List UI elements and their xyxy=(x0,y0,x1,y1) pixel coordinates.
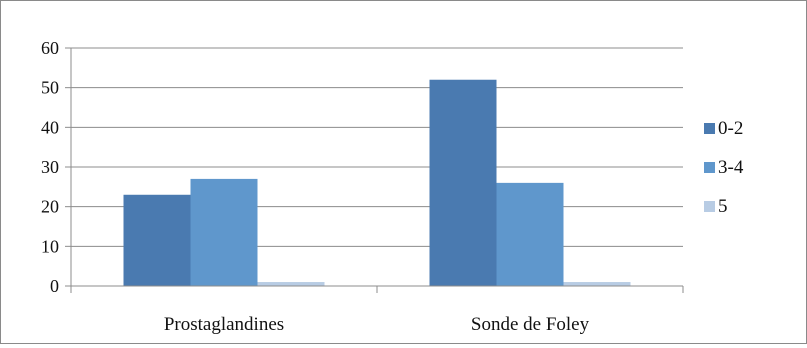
legend-label-3-4: 3-4 xyxy=(718,157,744,178)
bar-0-2-prostaglandines xyxy=(123,194,191,286)
legend-label-5: 5 xyxy=(718,196,728,217)
y-axis-ticks: 0 10 20 30 40 50 60 xyxy=(41,38,71,296)
legend-swatch-0-2 xyxy=(704,123,715,134)
y-tick-label: 20 xyxy=(41,197,59,217)
bar-0-2-sonde-de-foley xyxy=(429,79,497,286)
bar-3-4-prostaglandines xyxy=(190,178,258,286)
bars xyxy=(123,79,631,286)
bar-5-prostaglandines xyxy=(257,282,325,286)
legend-swatch-5 xyxy=(704,201,715,212)
y-tick-label: 10 xyxy=(41,236,59,256)
legend-label-0-2: 0-2 xyxy=(718,118,743,139)
y-tick-label: 30 xyxy=(41,157,59,177)
bar-3-4-sonde-de-foley xyxy=(496,182,564,286)
x-category-label: Prostaglandines xyxy=(164,314,284,335)
x-axis-labels: Prostaglandines Sonde de Foley xyxy=(164,314,590,335)
y-tick-label: 60 xyxy=(41,38,59,58)
legend: 0-2 3-4 5 xyxy=(704,118,744,217)
y-tick-label: 0 xyxy=(50,276,59,296)
x-category-label: Sonde de Foley xyxy=(471,314,590,335)
bar-5-sonde-de-foley xyxy=(563,282,631,286)
y-tick-label: 40 xyxy=(41,117,59,137)
y-tick-label: 50 xyxy=(41,78,59,98)
legend-swatch-3-4 xyxy=(704,162,715,173)
